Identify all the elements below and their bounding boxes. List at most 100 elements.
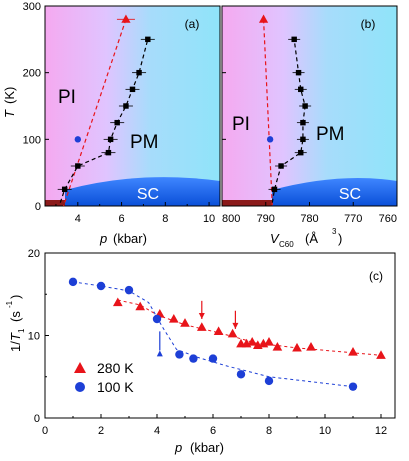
markers — [258, 14, 312, 193]
data-point-100k — [68, 277, 78, 287]
panel-label: (a) — [185, 17, 200, 31]
x-axis-unit: (kbar) — [190, 440, 224, 455]
x-tick-label: 8 — [266, 425, 272, 437]
y-axis-label: 1/ T 1 (s -1 ) — [5, 295, 26, 352]
data-point-square — [302, 103, 308, 109]
data-point-280k — [135, 301, 146, 311]
data-point-square — [145, 36, 151, 43]
x-tick-label: 800 — [222, 213, 240, 225]
data-point-square — [105, 149, 112, 156]
y-tick-label: 0 — [35, 201, 41, 213]
y-axis-unit-close: ) — [8, 295, 23, 299]
plot-frame — [44, 252, 396, 419]
x-axis-unit: (kbar) — [113, 231, 147, 246]
pi-ground-strip — [45, 200, 65, 206]
boundary-lines — [59, 19, 149, 207]
x-tick-label: 4 — [154, 425, 160, 437]
data-point-circle — [266, 136, 274, 143]
y-axis-unit: (K) — [2, 87, 17, 104]
markers — [68, 277, 386, 391]
panel-b: 800 790 780 770 760 (b) PI PM SC V C60 (Å 3 … — [221, 5, 398, 249]
x-axis-label: p (kbar) — [99, 231, 147, 246]
region-sc: SC — [137, 186, 159, 203]
pm-boundary-line — [271, 39, 306, 203]
data-point-square — [278, 163, 284, 169]
markers — [57, 14, 155, 193]
data-point-280k — [348, 346, 358, 356]
data-point-100k — [208, 354, 218, 363]
x-tick-label: 6 — [210, 425, 216, 437]
data-point-280k — [376, 350, 386, 359]
x-tick-label: 8 — [162, 213, 168, 225]
data-point-100k — [175, 350, 184, 359]
y-tick-label: 0 — [34, 413, 40, 425]
x-axis-label: V C60 (Å 3 ) — [270, 227, 342, 249]
data-point-280k — [180, 318, 190, 327]
data-point-circle — [74, 136, 82, 143]
y-axis-symbol: T — [8, 332, 23, 341]
x-axis-unit-close: ) — [338, 231, 342, 246]
legend-marker-280k — [74, 362, 86, 373]
data-point-100k — [236, 370, 246, 379]
data-point-280k — [306, 342, 316, 351]
pi-boundary-line — [63, 19, 127, 207]
region-pi: PI — [232, 114, 250, 135]
region-pm: PM — [316, 124, 345, 145]
y-axis-label: T (K) — [2, 87, 17, 118]
data-point-square — [107, 136, 114, 143]
arrow-100k-head — [156, 350, 163, 357]
x-tick-label: 10 — [203, 213, 215, 225]
arrow-280k-b-head — [232, 322, 239, 329]
y-tick-label: 20 — [28, 248, 40, 260]
sc-dome — [65, 177, 220, 206]
panel-label: (c) — [369, 269, 383, 283]
x-tick-label: 0 — [42, 425, 48, 437]
data-point-square — [61, 186, 68, 193]
y-axis-superscript: -1 — [5, 300, 14, 308]
data-point-280k — [247, 337, 258, 346]
plot-frame — [44, 5, 221, 207]
data-point-square — [298, 86, 304, 93]
data-point-square — [271, 186, 278, 193]
sc-dome — [272, 178, 397, 206]
y-axis-subscript: 1 — [17, 328, 26, 333]
x-tick-label: 790 — [257, 213, 275, 225]
data-point-280k — [264, 337, 274, 346]
ticks: 0 2 4 6 8 10 12 0 10 20 — [28, 248, 387, 437]
data-point-square — [298, 149, 304, 156]
trend-line-100k — [72, 281, 354, 388]
legend: 280 K 100 K — [74, 360, 134, 395]
y-tick-label: 300 — [23, 1, 41, 13]
legend-label-100k: 100 K — [97, 379, 134, 395]
region-pm: PM — [130, 132, 159, 153]
data-point-100k — [152, 314, 162, 324]
x-tick-label: 770 — [344, 213, 362, 225]
x-axis-superscript: 3 — [332, 227, 337, 236]
data-point-280k — [196, 322, 207, 331]
y-axis-unit: (s — [8, 311, 23, 322]
data-point-280k — [213, 326, 224, 335]
y-tick-label: 10 — [28, 331, 40, 343]
legend-marker-100k — [75, 382, 85, 392]
x-tick-label: 4 — [75, 213, 81, 225]
x-axis-symbol: p — [99, 231, 107, 246]
data-point-square — [114, 119, 120, 126]
data-point-100k — [264, 376, 274, 386]
y-tick-label: 100 — [23, 134, 41, 146]
data-point-square — [291, 36, 297, 43]
data-point-square — [300, 136, 306, 143]
data-point-280k — [292, 342, 302, 352]
data-point-square — [136, 69, 142, 76]
data-point-280k — [112, 297, 123, 307]
boundary-lines — [262, 19, 306, 207]
x-tick-label: 780 — [300, 213, 318, 225]
data-point-100k — [96, 281, 106, 291]
data-point-triangle — [121, 14, 131, 23]
x-axis-label: p (kbar) — [174, 440, 224, 455]
data-point-triangle — [258, 14, 269, 23]
arrow-280k-a-head — [198, 313, 205, 319]
legend-label-280k: 280 K — [97, 360, 134, 376]
x-axis-symbol: V — [270, 231, 280, 246]
